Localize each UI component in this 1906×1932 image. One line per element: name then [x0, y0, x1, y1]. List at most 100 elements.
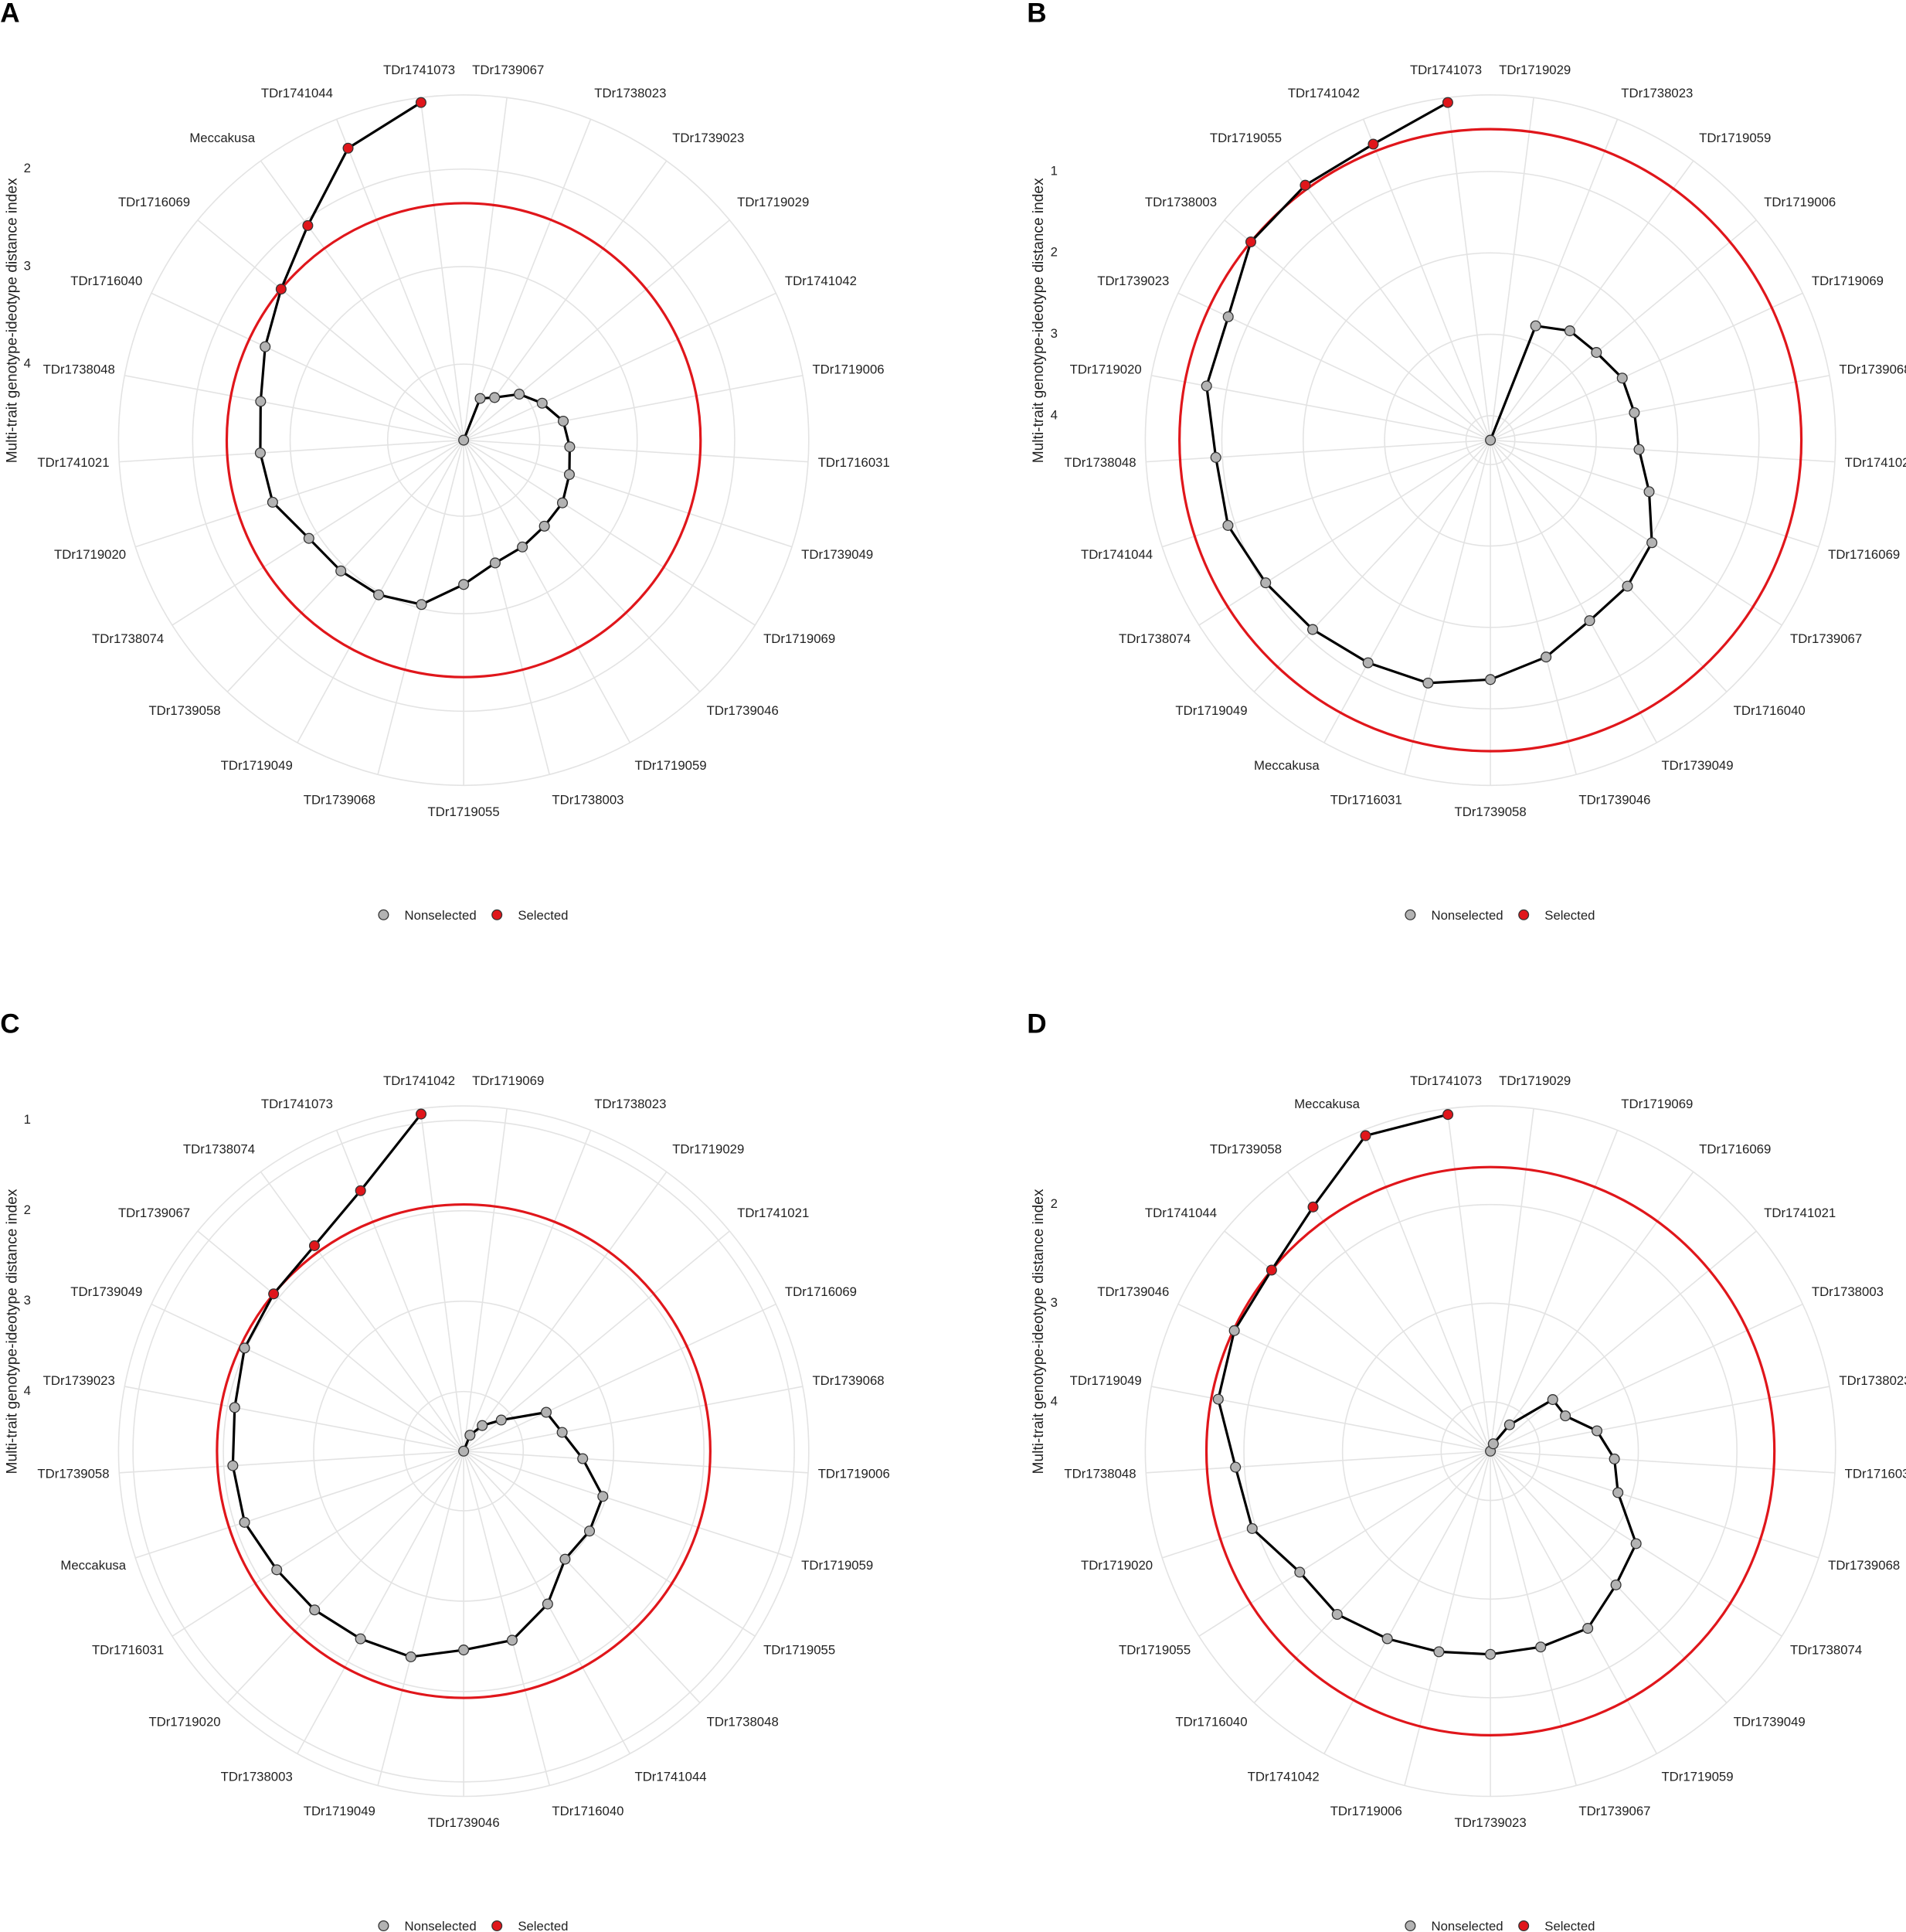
y-axis-title: Multi-trait genotype-ideotype distance i… [4, 178, 20, 463]
y-axis-title: Multi-trait genotype-ideotype distance i… [1031, 178, 1047, 463]
genotype-point [1610, 1579, 1622, 1590]
spoke [1198, 1451, 1491, 1637]
genotype-point [308, 1240, 320, 1251]
spoke [119, 439, 464, 463]
y-tick-label: 2 [1051, 245, 1058, 260]
category-label: TDr1716031 [1845, 1466, 1906, 1481]
spoke [1490, 1451, 1728, 1703]
spoke [1162, 1451, 1491, 1559]
category-label: TDr1719049 [221, 758, 293, 773]
category-label: TDr1739068 [1839, 362, 1906, 377]
category-label: TDr1741042 [1288, 86, 1360, 100]
category-label: TDr1741021 [737, 1206, 809, 1220]
spoke [1253, 1451, 1491, 1703]
spoke [1224, 219, 1491, 441]
panel: 2 3 4 TDr1719029 TDr1719069 TDr1716069 TDr1741… [1027, 1009, 1906, 1932]
genotype-point [355, 1633, 366, 1645]
legend-marker [491, 909, 503, 920]
panel: 1 2 3 4 TDr1719029 TDr1738023 TDr1719059 TDr171… [1027, 0, 1906, 923]
category-label: TDr1738074 [1119, 631, 1191, 646]
spoke [1490, 1130, 1619, 1452]
category-label: Meccakusa [1294, 1097, 1360, 1111]
category-label: TDr1741044 [261, 86, 333, 100]
genotype-point [1530, 320, 1541, 332]
genotype-point [239, 1516, 250, 1528]
category-label: TDr1719006 [812, 362, 884, 377]
spoke [1490, 1171, 1694, 1452]
spoke [1490, 440, 1728, 692]
category-label: TDr1719059 [634, 758, 706, 773]
category-label: TDr1739023 [1097, 274, 1169, 288]
genotype-point [1362, 657, 1374, 668]
y-tick-label: 4 [1051, 407, 1058, 422]
genotype-point [405, 1651, 416, 1662]
y-tick-label: 3 [1051, 1295, 1058, 1310]
category-label: TDr1719055 [763, 1642, 835, 1657]
y-tick-label: 2 [24, 1202, 31, 1217]
genotype-point [1222, 311, 1234, 322]
genotype-point [1212, 1393, 1224, 1405]
genotype-point [1307, 1201, 1319, 1213]
spoke [1490, 439, 1782, 626]
panel: 2 3 4 TDr1739067 TDr1738023 TDr1739023 TDr1719… [0, 0, 890, 923]
category-label: TDr1741021 [1764, 1206, 1836, 1220]
genotype-point [302, 219, 314, 231]
category-label: TDr1719069 [472, 1073, 544, 1088]
genotype-point [416, 599, 427, 611]
legend-label: Nonselected [1432, 1919, 1503, 1932]
category-label: TDr1719055 [1119, 1642, 1191, 1657]
threshold-circle [225, 202, 702, 679]
genotype-point [1646, 537, 1658, 549]
category-label: TDr1741073 [1410, 1073, 1482, 1088]
genotype-point [458, 579, 470, 590]
genotype-point [563, 468, 575, 481]
legend-marker [1405, 1920, 1416, 1932]
category-label: TDr1739067 [1790, 631, 1862, 646]
y-tick-label: 3 [24, 1293, 31, 1308]
spoke [464, 1450, 809, 1474]
category-label: TDr1741021 [37, 455, 109, 470]
genotype-point [1245, 236, 1257, 248]
spoke [335, 118, 464, 440]
y-tick-label: 1 [1051, 163, 1058, 178]
category-label: TDr1741042 [785, 274, 857, 288]
genotype-point [489, 557, 501, 569]
spoke [151, 1303, 464, 1452]
spoke [1198, 439, 1491, 626]
spoke [1253, 440, 1491, 692]
category-label: TDr1738048 [1064, 455, 1136, 470]
genotype-point [1609, 1453, 1620, 1464]
category-label: TDr1741044 [634, 1769, 706, 1784]
category-label: TDr1719020 [54, 547, 126, 562]
spoke [463, 1451, 793, 1559]
genotype-point [597, 1491, 609, 1502]
category-label: TDr1719059 [1699, 131, 1771, 145]
spoke [1404, 440, 1491, 775]
spoke [1404, 1451, 1491, 1786]
category-label: TDr1739058 [1210, 1141, 1282, 1156]
genotype-point [1633, 444, 1645, 455]
category-label: TDr1739046 [707, 703, 779, 718]
spoke [1490, 1450, 1835, 1474]
genotype-point [275, 284, 287, 295]
category-label: TDr1719059 [1661, 1769, 1733, 1784]
spoke [1446, 1108, 1491, 1451]
genotype-point [415, 1108, 427, 1120]
category-label: Meccakusa [189, 131, 255, 145]
genotype-point [1487, 1438, 1499, 1450]
genotype-point [255, 396, 267, 407]
category-label: TDr1739068 [812, 1373, 884, 1388]
genotype-point [335, 565, 347, 577]
spoke [463, 1230, 730, 1452]
genotype-point [1582, 1623, 1594, 1634]
spoke [463, 439, 793, 548]
legend-marker [1405, 909, 1416, 920]
category-label: TDr1738003 [1145, 195, 1217, 209]
legend-label: Nonselected [405, 908, 477, 923]
genotype-point [1485, 674, 1497, 685]
spoke [463, 439, 756, 626]
category-label: TDr1719006 [818, 1466, 890, 1481]
category-label: TDr1719020 [1081, 1558, 1153, 1573]
spoke [1446, 97, 1491, 440]
spoke [1490, 1108, 1534, 1451]
